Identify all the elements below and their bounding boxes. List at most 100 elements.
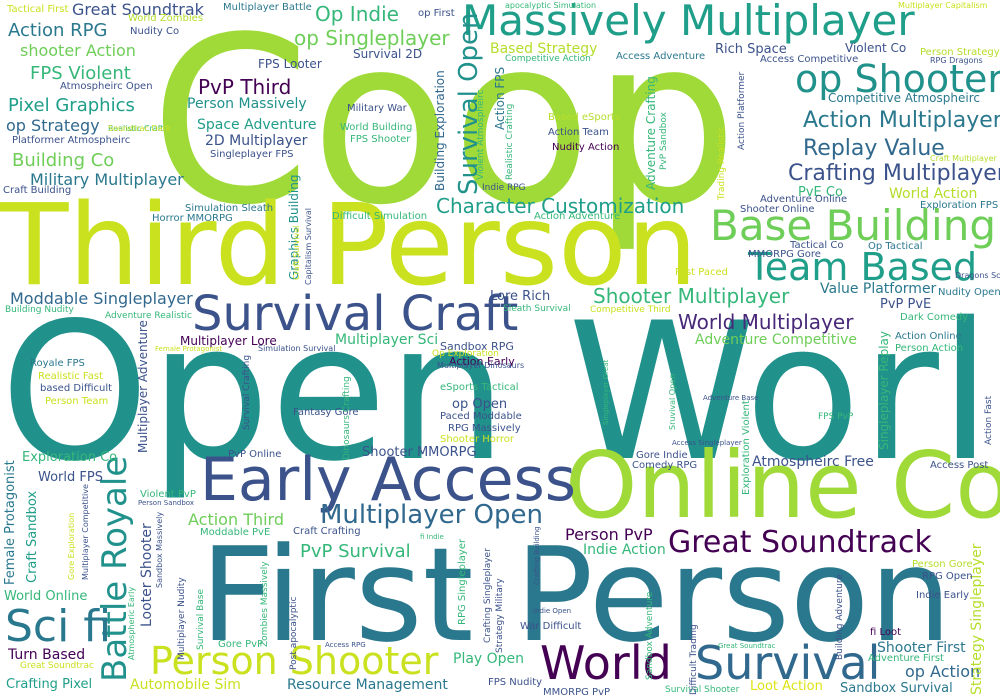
word-female-protagonist: Female Protagonist <box>3 460 18 585</box>
word-based-strategy: Based Strategy <box>490 41 598 57</box>
word-survival-2d: Survival 2D <box>353 47 423 61</box>
word-pvp-survival: PvP Survival <box>300 541 411 562</box>
word-person-gore: Person Gore <box>912 559 973 570</box>
word-shooter-first: Shooter First <box>877 640 966 656</box>
word-paced-moddable: Paced Moddable <box>440 411 522 422</box>
word-shooter-horror: Shooter Horror <box>440 434 514 445</box>
word-apocalyptic-simulation: Multiplayer Capitalism <box>898 1 988 10</box>
word-tactical-co: Tactical Co <box>790 240 844 251</box>
word-survival-crafting: Dinosaurs Crafting <box>342 376 352 460</box>
word-multiplayer-capitalism: Capitalism Survival <box>304 207 313 285</box>
word-zombies-massively: Crafting Singleplayer <box>483 548 493 643</box>
word-violent-atmospheirc: Realistic Crafting <box>505 103 515 180</box>
word-world-building: World Building <box>340 122 413 133</box>
word-survival-craft: Survival Craft <box>192 286 519 342</box>
word-nudity-action: Nudity Action <box>552 142 620 153</box>
word-world-zombies: World Zombies <box>128 13 204 24</box>
word-military-multiplayer: Military Multiplayer <box>30 170 184 189</box>
word-world-action: World Action <box>889 186 978 202</box>
word-craft-sandbox: Craft Sandbox <box>25 490 40 583</box>
word-rpg-open: RPG Open <box>922 571 973 582</box>
word-resource-management: Resource Management <box>287 677 448 693</box>
word-singleplayer-great: Sruvival Open <box>668 373 677 430</box>
word-great-soundtrac: Great Soundtrac <box>20 661 94 671</box>
word-nudity-open: Nudity Open <box>938 287 1000 298</box>
word-realistic-craft: Realistic Craft <box>108 124 164 133</box>
word-fps-nudity: FPS Nudity <box>488 677 543 688</box>
word-royale-fps: Royale FPS <box>30 358 85 369</box>
word-replay-value: Replay Value <box>803 136 945 161</box>
word-gore-indie: Gore Indie <box>636 450 688 461</box>
word-looter-shooter: Looter Shooter <box>139 523 155 627</box>
word-indie-action: Indie Action <box>583 542 666 558</box>
word-multiplayer-adventure: Multiplayer Adventure <box>136 320 150 453</box>
word-nudity-co: Nudity Co <box>130 26 180 37</box>
word-action-adventure: Action Adventure <box>534 211 621 222</box>
word-multiplayer-open: Multiplayer Open <box>320 500 543 530</box>
word-multiplayer-lore: Multiplayer Lore <box>180 334 277 348</box>
word-adventure-crafting: Adventure Crafting <box>644 76 658 190</box>
word-action-team: Action Team <box>548 127 609 138</box>
word-difficult-trading: Building Adventure <box>835 574 845 660</box>
word-sci-fi: Sci fi <box>5 601 112 652</box>
word-mmorpg-gore: MMORPG Gore <box>748 249 821 260</box>
word-fps-shooter: FPS Shooter <box>350 134 411 145</box>
word-access-singleplayer: Action Fast <box>984 395 994 445</box>
word-rpg-massively: RPG Massively <box>448 423 521 434</box>
word-sandbox-adventure: Difficult Trading <box>689 624 699 695</box>
word-open-world: Open World <box>0 282 1000 503</box>
word-lore-rich: Lore Rich <box>490 289 551 304</box>
word-based-esports: Based eSports <box>548 112 621 123</box>
word-horror-mmorpg: Horror MMORPG <box>152 213 233 224</box>
word-person-shooter: Person Shooter <box>150 639 439 683</box>
word-team-based: Team Based <box>748 245 978 289</box>
word-first-person: First Person <box>200 519 952 671</box>
word-character-customization: Character Customization <box>436 194 685 218</box>
word-world-fps: World FPS <box>38 470 103 485</box>
word-tactical-first: Tactical First <box>7 4 69 15</box>
word-world-online: World Online <box>4 589 88 604</box>
word-rpg-singleplayer: RPG Singleplayer <box>457 538 468 625</box>
word-singleplayer-replay: Singleplayer Replay <box>877 330 891 450</box>
word-op-strategy: op Strategy <box>6 116 100 135</box>
word-soundtrac-dark: Competitive Action <box>505 54 591 64</box>
word-atmospheirc-free: Atmospheirc Free <box>752 454 874 470</box>
word-strategy-military: Sandbox Adventure <box>645 591 655 680</box>
word-exploration-violent: Exploration Violent <box>741 400 752 495</box>
word-action-fast: Female Protagonist <box>155 345 223 353</box>
word-competitive-third: Sleath Survival <box>503 304 571 314</box>
word-building-adventure: apocalyptic Simulation <box>505 1 597 10</box>
word-sleath-survival: Survival Crafting <box>242 354 252 430</box>
word-pve-co: PvE Co <box>798 185 843 200</box>
word-craft-building: Craft Building <box>3 185 72 196</box>
word-loot-action: Loot Action <box>750 679 823 694</box>
word-massively-multiplayer: Massively Multiplayer <box>462 0 915 45</box>
word-craft-crafting: Craft Crafting <box>293 526 361 537</box>
word-multiplayer-competitive: Atmospheric Early <box>127 586 136 660</box>
word-platformer-atmospheirc: Platformer Atmospheirc <box>12 135 131 146</box>
word-online-co: Online Co <box>565 432 1000 539</box>
word-adventure-online: Adventure Online <box>760 194 848 205</box>
word-multiplayer-sandbox: Multiplayer Nudity <box>177 577 187 660</box>
word-adventure-first: Adventure First <box>868 653 944 664</box>
word-op-singleplayer: op Singleplayer <box>294 26 450 50</box>
word-action-multiplayer: Action Multiplayer <box>803 108 1000 133</box>
word-adventure-competitive: Adventure Competitive <box>695 332 857 348</box>
word-military-war: Military War <box>347 103 407 114</box>
word-based-difficult: based Difficult <box>40 383 113 394</box>
word-turn-based: Turn Based <box>8 647 86 663</box>
word-great-soundtrack: Great Soundtrack <box>668 525 932 560</box>
word-moddable-pve: Moddable PvE <box>200 527 271 538</box>
word-competitive-atmospheirc: Competitive Atmospheirc <box>828 91 980 105</box>
word-pvp-pve: PvP PvE <box>880 297 932 312</box>
word-mmorpg-pvp: MMORPG PvP <box>543 687 611 698</box>
word-play-open: Play Open <box>453 651 525 667</box>
word-multiplayer-dinosaurs: Multiplayer Dinosaurs <box>437 361 525 370</box>
word-coop: Coop <box>150 0 739 256</box>
word-fast-paced: Fast Paced <box>675 267 728 278</box>
word-value-platformer: Value Platformer <box>820 281 937 297</box>
word-exploration-fps: Exploration FPS <box>920 200 999 211</box>
word-indie-early: Indie Early <box>916 590 969 601</box>
word-gore-exploration: Multiplayer Competitive <box>81 484 90 580</box>
